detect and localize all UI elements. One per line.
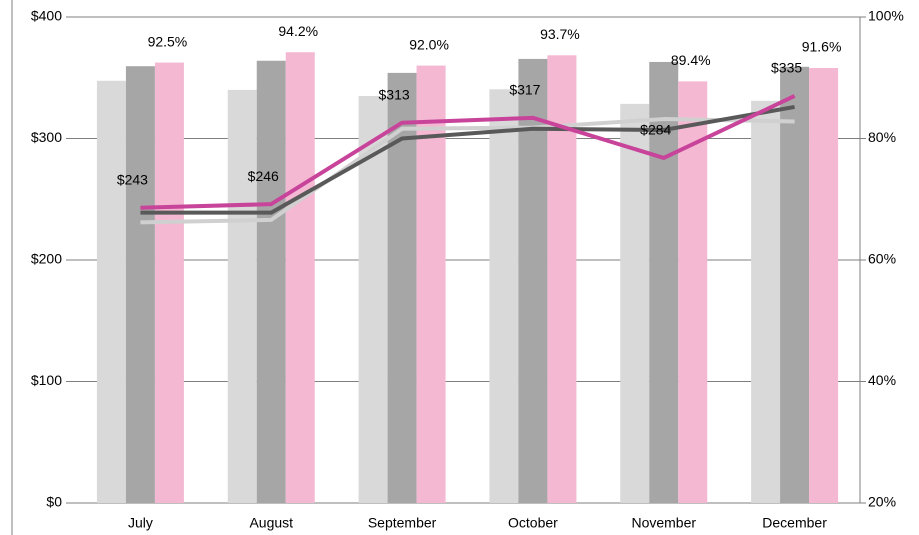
y-tick-label: $0 (46, 494, 62, 510)
bar (809, 68, 839, 503)
bar (416, 65, 446, 503)
bar (518, 58, 548, 503)
bar-value-label: 94.2% (278, 23, 318, 39)
line-value-label: $284 (640, 122, 671, 138)
x-tick-label: October (508, 515, 558, 531)
bar-value-label: 92.5% (148, 33, 188, 49)
x-tick-label: September (368, 515, 437, 531)
bar (678, 81, 708, 504)
y2-tick-label: 100% (868, 8, 904, 24)
bar (285, 52, 315, 504)
line-value-label: $317 (509, 82, 540, 98)
y2-tick-label: 20% (868, 494, 896, 510)
bar (227, 89, 257, 504)
y2-tick-label: 60% (868, 251, 896, 267)
line-value-label: $243 (117, 171, 148, 187)
y-tick-label: $100 (31, 372, 62, 388)
bar (125, 66, 155, 504)
bar (96, 80, 126, 503)
bar-value-label: 91.6% (802, 39, 842, 55)
line (140, 104, 795, 215)
line-value-label: $335 (771, 60, 802, 76)
y2-tick-label: 80% (868, 129, 896, 145)
y-tick-label: $200 (31, 251, 62, 267)
line-value-label: $313 (379, 86, 410, 102)
y-tick-label: $300 (31, 129, 62, 145)
bar (489, 89, 519, 503)
bar-value-label: 92.0% (409, 36, 449, 52)
line (140, 94, 796, 210)
y-tick-label: $400 (31, 8, 62, 24)
bar (256, 60, 286, 504)
bar (154, 62, 184, 503)
x-tick-label: July (128, 515, 153, 531)
bar (780, 66, 810, 503)
x-tick-label: December (762, 515, 827, 531)
bar (620, 103, 650, 503)
y2-tick-label: 40% (868, 372, 896, 388)
bar (649, 61, 679, 503)
line (140, 117, 795, 225)
bar-value-label: 93.7% (540, 26, 580, 42)
line-value-label: $246 (248, 168, 279, 184)
bar (358, 95, 388, 503)
x-tick-label: November (631, 515, 696, 531)
bar-value-label: 89.4% (671, 52, 711, 68)
x-tick-label: August (249, 515, 293, 531)
bar (751, 100, 781, 504)
